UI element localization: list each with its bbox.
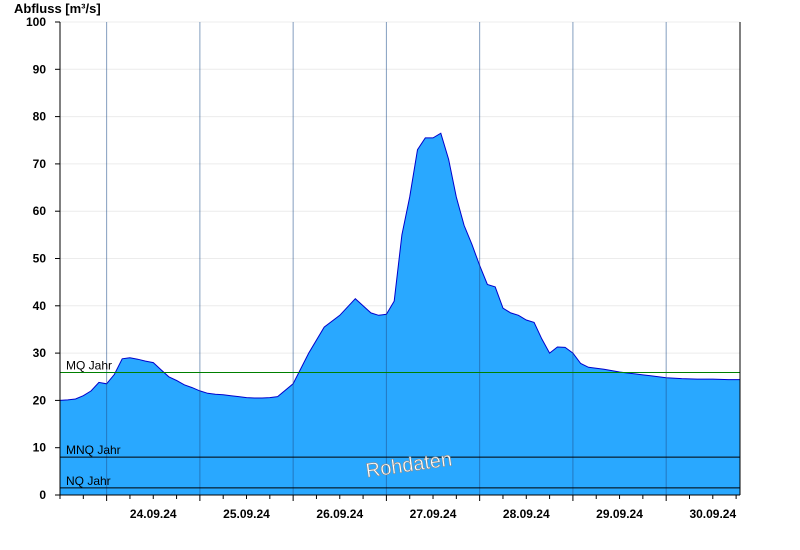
x-tick-label: 26.09.24 [316,507,363,521]
discharge-area [60,133,740,495]
day-boundary-lines [106,22,667,495]
y-tick-label: 0 [39,488,46,502]
x-tick-label: 24.09.24 [130,507,177,521]
reference-lines: MQ Jahr MNQ Jahr NQ Jahr [60,358,740,489]
x-tick-label: 28.09.24 [503,507,550,521]
reference-label: NQ Jahr [66,474,111,488]
y-tick-label: 50 [33,252,47,266]
y-tick-label: 10 [33,441,47,455]
y-tick-label: 30 [33,346,47,360]
x-tick-label: 30.09.24 [689,507,736,521]
y-tick-label: 60 [33,204,47,218]
reference-label: MQ Jahr [66,358,112,372]
discharge-line [59,132,740,401]
y-tick-label: 90 [33,62,47,76]
y-tick-label: 40 [33,299,47,313]
y-tick-label: 20 [33,393,47,407]
y-tick-label: 80 [33,110,47,124]
x-tick-label: 27.09.24 [410,507,457,521]
y-tick-label: 70 [33,157,47,171]
x-axis: 24.09.24 25.09.24 26.09.24 27.09.24 28.09.24… [59,495,737,521]
y-tick-label: 100 [26,15,46,29]
x-tick-label: 29.09.24 [596,507,643,521]
y-axis: 0 10 20 30 40 50 60 70 80 90 100 [26,15,60,502]
y-axis-title: Abfluss [m³/s] [14,1,101,16]
reference-label: MNQ Jahr [66,443,121,457]
x-tick-label: 25.09.24 [223,507,270,521]
